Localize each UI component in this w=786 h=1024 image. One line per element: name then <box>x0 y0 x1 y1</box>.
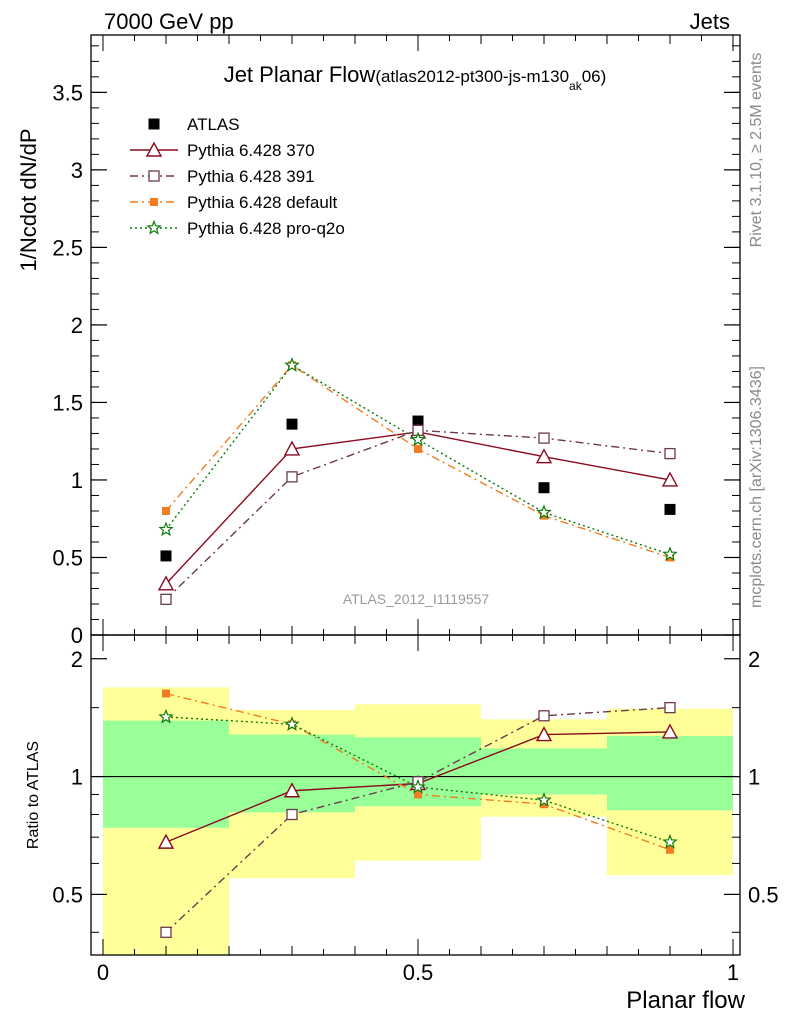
main-point-pythia-6-428-default-2 <box>414 444 422 453</box>
ratio-inner-band-4 <box>607 735 733 811</box>
plot-title: Jet Planar Flow(atlas2012-pt300-js-m130a… <box>224 62 607 93</box>
legend-marker-pythia-6-428-370 <box>145 141 163 157</box>
ratio-y-tick-label-right-0: 0.5 <box>748 882 779 907</box>
main-y-axis-label: 1/Ncdot dN/dP <box>16 128 41 271</box>
main-y-tick-label-3: 1.5 <box>52 390 83 415</box>
main-point-pythia-6-428-pro-q2o-3 <box>536 504 552 520</box>
legend: ATLAS Pythia 6.428 370 Pythia 6.428 391 Pyt… <box>130 115 345 238</box>
ratio-y-tick-label-0: 0.5 <box>52 882 83 907</box>
plot-title-suffix: 06) <box>582 67 607 86</box>
main-point-pythia-6-428-pro-q2o-0 <box>158 521 174 537</box>
category-label: Jets <box>690 9 730 34</box>
ratio-point-pythia-6-428-391-4 <box>664 702 676 714</box>
main-point-atlas-4 <box>664 503 676 515</box>
main-point-pythia-6-428-370-1 <box>283 440 301 456</box>
main-point-pythia-6-428-pro-q2o-4 <box>662 546 678 561</box>
legend-label-pythia-6-428-default: Pythia 6.428 default <box>187 193 338 212</box>
ratio-uncertainty-bands <box>103 687 733 955</box>
ratio-point-pythia-6-428-pro-q2o-1 <box>284 716 300 731</box>
main-line-pythia-6-428-pro-q2o <box>165 364 671 556</box>
ratio-point-pythia-6-428-370-0 <box>157 833 175 849</box>
ratio-point-pythia-6-428-391-0 <box>160 926 172 938</box>
ratio-point-pythia-6-428-pro-q2o-3 <box>536 792 552 807</box>
main-point-pythia-6-428-391-0 <box>160 593 172 605</box>
ratio-point-pythia-6-428-default-0 <box>162 689 170 698</box>
main-point-pythia-6-428-default-0 <box>162 506 170 515</box>
plot-title-subscript: ak <box>569 79 583 93</box>
main-point-pythia-6-428-pro-q2o-1 <box>284 357 300 372</box>
main-plot-series <box>157 357 679 605</box>
main-point-pythia-6-428-370-0 <box>157 575 175 591</box>
ratio-point-pythia-6-428-pro-q2o-0 <box>158 708 174 724</box>
legend-label-pythia-6-428-pro-q2o: Pythia 6.428 pro-q2o <box>187 219 345 238</box>
ratio-point-pythia-6-428-default-4 <box>666 845 674 854</box>
legend-label-atlas: ATLAS <box>187 115 240 134</box>
ratio-point-pythia-6-428-370-1 <box>283 782 301 798</box>
x-tick-label-1: 0.5 <box>403 960 434 985</box>
ratio-inner-band-0 <box>103 720 229 828</box>
ratio-border <box>90 634 741 956</box>
energy-label: 7000 GeV pp <box>104 9 234 34</box>
main-y-tick-label-7: 3.5 <box>52 80 83 105</box>
plot-title-detail: (atlas2012-pt300-js-m130 <box>375 67 569 86</box>
analysis-watermark: ATLAS_2012_I1119557 <box>343 591 490 607</box>
ratio-point-pythia-6-428-default-3 <box>540 800 548 809</box>
main-point-atlas-0 <box>160 550 172 562</box>
main-point-atlas-2 <box>412 415 424 427</box>
ratio-point-pythia-6-428-370-3 <box>535 726 553 742</box>
legend-marker-pythia-6-428-pro-q2o <box>146 219 162 235</box>
ratio-inner-band-3 <box>481 748 607 795</box>
ratio-point-pythia-6-428-pro-q2o-2 <box>410 778 426 794</box>
plot-title-main: Jet Planar Flow <box>224 62 376 87</box>
x-tick-label-2: 1 <box>727 960 739 985</box>
main-point-pythia-6-428-391-4 <box>664 447 676 460</box>
main-point-atlas-3 <box>538 482 550 494</box>
main-y-tick-label-5: 2.5 <box>52 235 83 260</box>
main-y-tick-label-4: 2 <box>71 313 83 338</box>
main-y-tick-label-2: 1 <box>71 468 83 493</box>
legend-label-pythia-6-428-370: Pythia 6.428 370 <box>187 141 315 160</box>
ratio-y-tick-label-right-2: 2 <box>748 647 760 672</box>
ratio-point-pythia-6-428-370-4 <box>661 723 679 739</box>
ratio-inner-band-1 <box>229 734 355 813</box>
ratio-y-tick-label-right-1: 1 <box>748 765 760 790</box>
main-y-tick-label-0: 0 <box>71 623 83 648</box>
ratio-plot-series <box>157 689 679 938</box>
main-y-tick-label-6: 3 <box>71 158 83 183</box>
main-line-pythia-6-428-370 <box>165 431 671 585</box>
legend-label-pythia-6-428-391: Pythia 6.428 391 <box>187 167 315 186</box>
ratio-point-pythia-6-428-391-3 <box>538 710 550 722</box>
main-plot-frame: 0 0.5 1 1.5 2 2.5 3 3.5 <box>52 34 741 648</box>
main-point-pythia-6-428-391-1 <box>286 471 298 483</box>
x-tick-label-0: 0 <box>97 960 109 985</box>
ratio-point-pythia-6-428-default-2 <box>414 790 422 799</box>
legend-marker-pythia-6-428-391 <box>148 170 160 182</box>
rivet-version-label: Rivet 3.1.10, ≥ 2.5M events <box>748 53 765 248</box>
main-point-pythia-6-428-pro-q2o-2 <box>410 431 426 447</box>
main-point-pythia-6-428-370-4 <box>661 471 679 487</box>
main-point-atlas-1 <box>286 418 298 430</box>
ratio-point-pythia-6-428-pro-q2o-4 <box>662 833 678 849</box>
ratio-line-pythia-6-428-391 <box>165 706 671 933</box>
ratio-point-pythia-6-428-391-1 <box>286 808 298 821</box>
main-point-pythia-6-428-391-3 <box>538 432 550 444</box>
main-line-pythia-6-428-391 <box>165 429 671 600</box>
ratio-y-tick-label-1: 1 <box>71 765 83 790</box>
legend-marker-pythia-6-428-default <box>150 198 158 206</box>
main-point-pythia-6-428-370-3 <box>535 448 553 464</box>
main-y-tick-label-1: 0.5 <box>52 545 83 570</box>
ratio-y-tick-label-2: 2 <box>71 647 83 672</box>
x-axis-label: Planar flow <box>626 987 745 1014</box>
legend-marker-atlas <box>148 118 160 130</box>
ratio-y-axis-label: Ratio to ATLAS <box>25 741 42 849</box>
mcplots-label: mcplots.cern.ch [arXiv:1306.3436] <box>748 366 765 608</box>
